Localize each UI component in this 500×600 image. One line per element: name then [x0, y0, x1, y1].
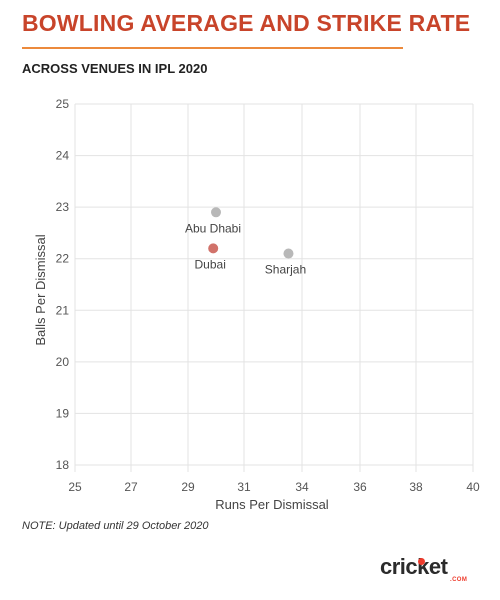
- x-axis-label: Runs Per Dismissal: [215, 497, 329, 512]
- x-tick-label: 29: [181, 480, 195, 494]
- y-tick-label: 21: [56, 303, 70, 317]
- y-axis-ticks: 18 19 20 21 22 23 24 25: [56, 97, 70, 472]
- y-tick-label: 24: [56, 149, 70, 163]
- x-tick-label: 38: [409, 480, 423, 494]
- x-tick-label: 31: [237, 480, 251, 494]
- data-points: Abu Dhabi Dubai Sharjah: [185, 207, 306, 277]
- data-point: [283, 248, 294, 259]
- chart-title: BOWLING AVERAGE AND STRIKE RATE: [22, 10, 471, 36]
- chart-subtitle: ACROSS VENUES IN IPL 2020: [22, 61, 208, 76]
- logo-dot-icon: [418, 558, 425, 565]
- logo-wordmark: cricket: [380, 554, 448, 579]
- y-tick-label: 25: [56, 97, 70, 111]
- x-tick-label: 27: [124, 480, 138, 494]
- x-tick-label: 36: [353, 480, 367, 494]
- y-tick-label: 18: [56, 458, 70, 472]
- x-tick-label: 34: [295, 480, 309, 494]
- footnote: NOTE: Updated until 29 October 2020: [22, 520, 209, 532]
- data-point: [211, 207, 221, 218]
- logo-domain: .COM: [450, 577, 468, 583]
- title-underline: [22, 47, 403, 49]
- grid-lines: [74, 103, 474, 472]
- cricket-com-logo: cricket .COM: [380, 556, 472, 586]
- x-axis-ticks: 25 27 29 31 34 36 38 40: [68, 480, 480, 494]
- y-tick-label: 22: [56, 252, 70, 266]
- data-point-label: Sharjah: [265, 263, 306, 277]
- y-tick-label: 23: [56, 200, 70, 214]
- data-point-label: Abu Dhabi: [185, 221, 241, 235]
- y-tick-label: 20: [56, 355, 70, 369]
- x-tick-label: 40: [466, 480, 480, 494]
- data-point-label: Dubai: [195, 257, 226, 271]
- y-axis-label: Balls Per Dismissal: [33, 234, 48, 345]
- data-point: [208, 243, 219, 254]
- x-tick-label: 25: [68, 480, 82, 494]
- y-tick-label: 19: [56, 406, 70, 420]
